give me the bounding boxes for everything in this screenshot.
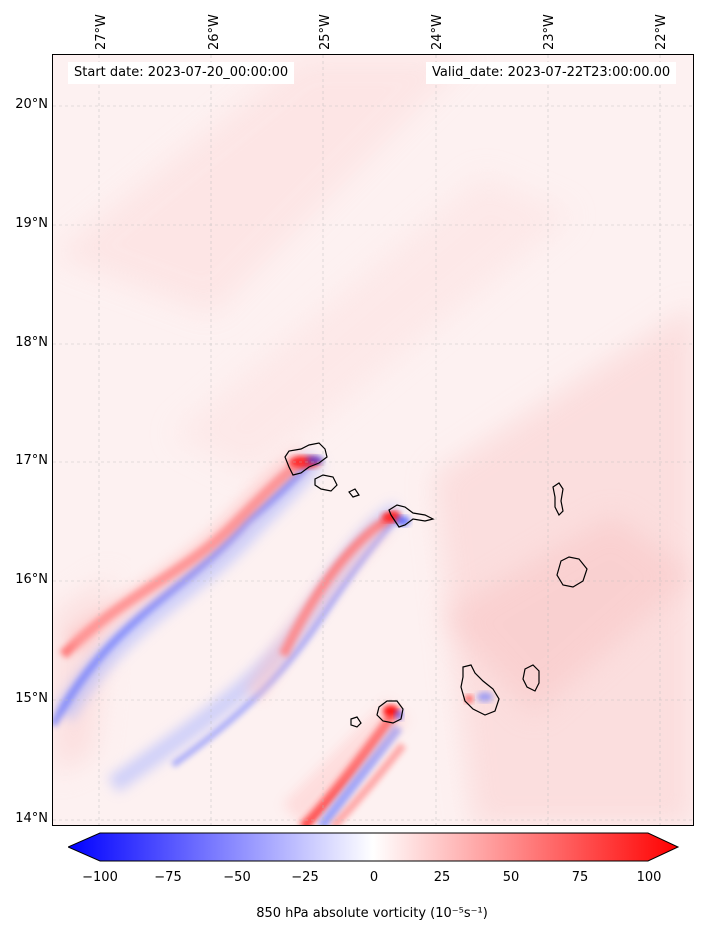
colorbar [68, 832, 680, 862]
sao-nicolau-coast [388, 504, 435, 528]
maio-coast [522, 664, 540, 692]
cb-tick-minus75: −75 [154, 870, 182, 885]
lon-label-27w: 27°W [94, 14, 109, 50]
sal-coast [552, 482, 564, 517]
cb-tick-100: 100 [636, 870, 662, 885]
lon-label-22w: 22°W [654, 14, 669, 50]
santa-luzia-coast [348, 488, 360, 498]
lat-label-20n: 20°N [15, 97, 48, 112]
cb-tick-25: 25 [433, 870, 451, 885]
sao-nicolau-wake [107, 502, 403, 793]
island-coastlines [284, 442, 588, 728]
santo-antao-wake [53, 447, 325, 727]
cb-tick-minus50: −50 [223, 870, 251, 885]
sao-vicente-coast [314, 474, 338, 492]
lat-label-19n: 19°N [15, 216, 48, 231]
brava-coast [350, 716, 362, 728]
cb-tick-50: 50 [502, 870, 520, 885]
boa-vista-coast [556, 556, 588, 588]
cb-tick-0: 0 [369, 870, 379, 885]
valid-date: Valid_date: 2023-07-22T23:00:00.00 [426, 62, 677, 84]
santo-antao-coast [284, 442, 328, 476]
start-date: Start date: 2023-07-20_00:00:00 [68, 62, 295, 84]
colorbar-label: 850 hPa absolute vorticity (10⁻⁵s⁻¹) [256, 906, 488, 921]
cb-tick-minus100: −100 [82, 870, 118, 885]
santiago-coast [460, 664, 500, 716]
colorbar-bar [68, 832, 680, 862]
background-shading [53, 55, 693, 825]
lat-label-16n: 16°N [15, 572, 48, 587]
gridlines [53, 55, 693, 825]
lon-label-26w: 26°W [207, 14, 222, 50]
cb-tick-minus25: −25 [291, 870, 319, 885]
fogo-wake [282, 699, 409, 825]
lat-label-18n: 18°N [15, 335, 48, 350]
vorticity-map [52, 54, 694, 826]
lat-label-14n: 14°N [15, 811, 48, 826]
fogo-coast [376, 700, 404, 724]
lat-label-15n: 15°N [15, 691, 48, 706]
lon-label-23w: 23°W [542, 14, 557, 50]
cb-tick-75: 75 [571, 870, 589, 885]
lon-label-24w: 24°W [430, 14, 445, 50]
vorticity-field-svg [53, 55, 693, 825]
lon-label-25w: 25°W [318, 14, 333, 50]
lat-label-17n: 17°N [15, 453, 48, 468]
